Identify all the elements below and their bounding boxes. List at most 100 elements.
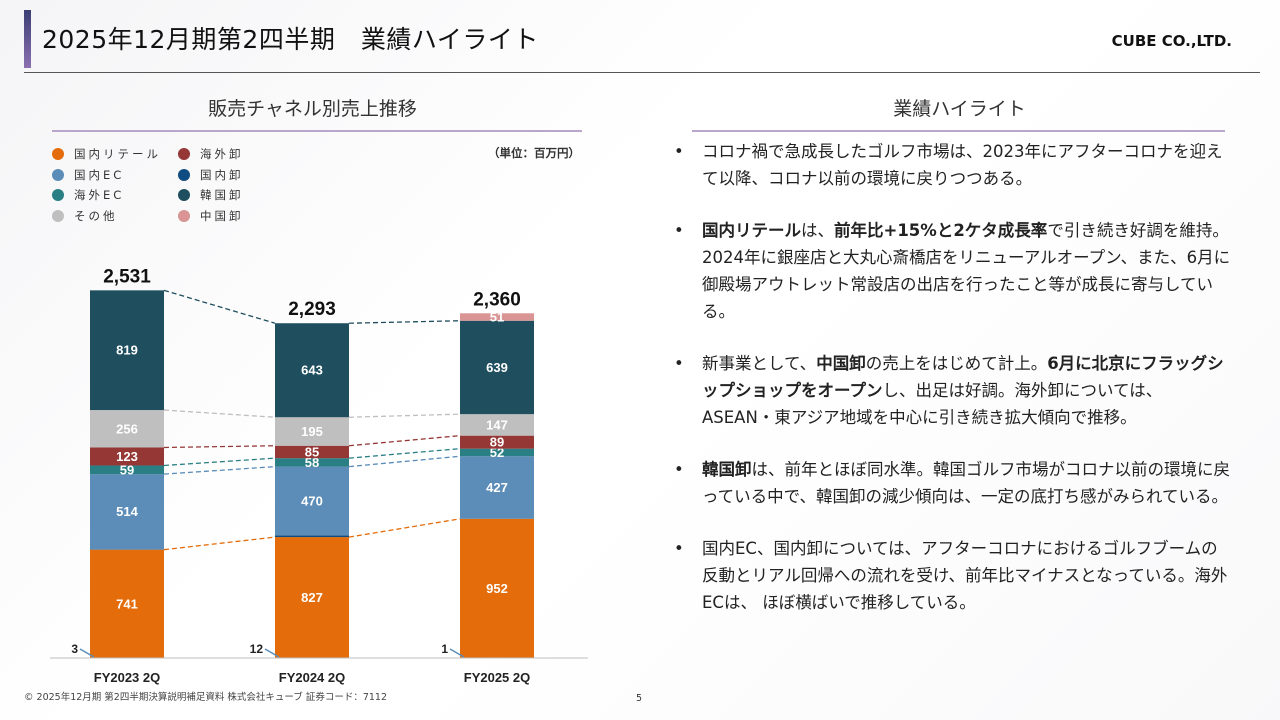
legend-label: 中国卸 (200, 208, 244, 223)
bar-value-label: 643 (301, 363, 323, 378)
bar-value-label: 12 (250, 642, 264, 656)
chart-unit-label: （単位：百万円） (488, 146, 580, 160)
connector-line (163, 289, 276, 324)
highlight-emphasis: 6月に北京にフラッグシップショップをオープン (702, 354, 1224, 400)
title-accent-bar (24, 10, 31, 68)
legend-swatch (178, 168, 190, 181)
highlight-bullet: • 国内EC、国内卸については、アフターコロナにおけるゴルフブームの反動とリアル回… (674, 535, 1234, 616)
connector-line (163, 409, 276, 418)
bar-segment (275, 458, 349, 467)
connector-line (163, 457, 276, 467)
bar-value-label: 470 (301, 493, 323, 508)
bar-value-label: 195 (301, 424, 323, 439)
legend-label: 国内卸 (200, 167, 244, 182)
highlight-bullet: • 韓国卸は、前年とほぼ同水準。韓国ゴルフ市場がコロナ以前の環境に戻っている中で、… (674, 456, 1234, 510)
bar-value-label: 639 (486, 360, 508, 375)
legend-label: その他 (74, 208, 118, 223)
highlight-emphasis: 韓国卸 (702, 460, 752, 479)
chart-section-rule (52, 130, 582, 132)
bar-segment (275, 466, 349, 536)
bar-segment (460, 448, 534, 457)
legend-swatch (52, 168, 64, 181)
category-label: FY2024 2Q (279, 670, 346, 685)
bar-value-label: 89 (490, 435, 504, 450)
connector-line (348, 435, 461, 447)
bar-segment (460, 456, 534, 519)
bar-total-label: 2,360 (473, 289, 521, 310)
leader-line (264, 648, 280, 658)
bar-value-label: 58 (305, 455, 319, 470)
bar-segment (275, 417, 349, 446)
bar-value-label: 741 (116, 596, 138, 611)
highlights-list: • コロナ禍で急成長したゴルフ市場は、2023年にアフターコロナを迎えて以降、コロ… (674, 138, 1234, 641)
highlight-bullet: • 国内リテールは、前年比+15%と2ケタ成長率で引き続き好調を維持。2024年に… (674, 217, 1234, 325)
bar-value-label: 827 (301, 590, 323, 605)
highlight-emphasis: 前年比+15%と2ケタ成長率 (834, 221, 1048, 240)
legend-item: その他 (52, 208, 118, 224)
bar-value-label: 1 (441, 642, 448, 656)
bar-value-label: 952 (486, 581, 508, 596)
bar-segment (460, 414, 534, 436)
highlight-text: 国内EC、国内卸については、アフターコロナにおけるゴルフブームの反動とリアル回帰… (702, 539, 1228, 612)
legend-label: 海外EC (74, 188, 125, 202)
legend-swatch (178, 209, 190, 222)
bar-value-label: 123 (116, 449, 138, 464)
legend-label: 国内EC (74, 167, 125, 182)
highlight-text: で引き続き好調を維持。2024年に銀座店と大丸心斎橋店をリニューアルオープン、ま… (702, 221, 1231, 321)
highlight-text: の売上をはじめて計上。 (865, 354, 1048, 373)
connector-line (348, 320, 461, 324)
bar-segment (90, 465, 164, 475)
connector-line (348, 413, 461, 418)
bar-value-label: 85 (305, 444, 319, 459)
highlight-bullet: • コロナ禍で急成長したゴルフ市場は、2023年にアフターコロナを迎えて以降、コロ… (674, 138, 1234, 192)
bar-value-label: 427 (486, 480, 508, 495)
company-name: CUBE CO.,LTD. (1111, 32, 1232, 50)
highlight-emphasis: 中国卸 (816, 354, 866, 373)
bullet-marker: • (674, 460, 684, 479)
legend-label: 国内リテール (74, 147, 161, 161)
legend-swatch (178, 148, 190, 160)
bar-value-label: 256 (116, 421, 138, 436)
highlights-section-title: 業績ハイライト (893, 98, 1026, 120)
bar-segment (275, 535, 349, 538)
bar-segment (275, 445, 349, 459)
category-label: FY2023 2Q (94, 670, 161, 685)
bar-value-label: 51 (490, 310, 504, 325)
bar-value-label: 819 (116, 343, 138, 358)
highlight-emphasis: 国内リテール (702, 221, 801, 240)
page-title: 2025年12月期第2四半期 業績ハイライト (42, 25, 539, 54)
bar-segment (460, 320, 534, 415)
legend-item: 韓国卸 (178, 187, 244, 203)
connector-line (348, 455, 461, 468)
bar-segment (90, 447, 164, 466)
legend-item: 中国卸 (178, 208, 244, 224)
highlight-text: は、 (801, 221, 834, 240)
bullet-marker: • (674, 221, 684, 240)
bar-segment (90, 290, 164, 411)
footer-copyright: © 2025年12月期 第2四半期決算説明補足資料 株式会社キューブ 証券コード… (24, 692, 387, 703)
legend-label: 海外卸 (200, 147, 244, 161)
legend-item: 国内EC (52, 167, 124, 183)
highlight-text: は、前年とほぼ同水準。韓国ゴルフ市場がコロナ以前の環境に戻っている中で、韓国卸の… (702, 460, 1230, 506)
connector-line (163, 465, 276, 475)
connector-line (348, 518, 461, 538)
bar-segment (460, 435, 534, 449)
highlight-bullet: • 新事業として、中国卸の売上をはじめて計上。6月に北京にフラッグシップショップを… (674, 350, 1234, 431)
title-divider (24, 72, 1260, 73)
bar-value-label: 52 (490, 445, 504, 460)
legend-swatch (178, 189, 190, 201)
highlight-text: 新事業として、 (702, 354, 817, 373)
bar-value-label: 59 (120, 462, 134, 477)
chart-section-title: 販売チャネル別売上推移 (208, 98, 417, 120)
bar-segment (90, 410, 164, 448)
legend-swatch (52, 209, 64, 222)
page-number: 5 (636, 693, 643, 704)
bar-value-label: 3 (71, 642, 78, 656)
legend-item: 海外EC (52, 187, 124, 203)
bar-total-label: 2,293 (288, 299, 336, 320)
bar-segment (90, 549, 164, 658)
connector-line (348, 448, 461, 459)
leader-line (79, 648, 95, 658)
legend-item: 国内リテール (52, 146, 161, 162)
